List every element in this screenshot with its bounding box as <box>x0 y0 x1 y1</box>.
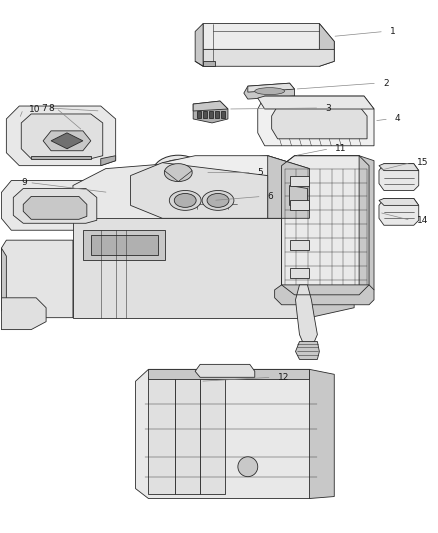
Polygon shape <box>43 131 91 151</box>
Text: 6: 6 <box>268 192 273 201</box>
Polygon shape <box>258 96 374 146</box>
Text: 1: 1 <box>390 27 396 36</box>
Polygon shape <box>290 240 309 250</box>
Polygon shape <box>282 156 369 295</box>
Text: 10: 10 <box>29 104 41 114</box>
Polygon shape <box>193 101 228 111</box>
Polygon shape <box>73 219 309 318</box>
Polygon shape <box>379 164 419 190</box>
Text: 12: 12 <box>278 373 289 382</box>
Ellipse shape <box>159 160 198 185</box>
Polygon shape <box>309 168 354 318</box>
Ellipse shape <box>152 155 204 190</box>
Polygon shape <box>272 106 367 139</box>
Polygon shape <box>148 369 309 379</box>
Polygon shape <box>135 369 319 498</box>
Polygon shape <box>1 298 46 329</box>
Text: 7: 7 <box>41 103 47 112</box>
Polygon shape <box>248 83 294 92</box>
Text: 5: 5 <box>258 168 264 177</box>
Polygon shape <box>296 342 319 359</box>
Polygon shape <box>203 23 334 50</box>
Polygon shape <box>379 198 419 225</box>
Text: 9: 9 <box>21 178 27 187</box>
Polygon shape <box>379 198 419 205</box>
Text: 15: 15 <box>417 158 428 167</box>
Polygon shape <box>203 50 334 66</box>
Polygon shape <box>175 377 200 494</box>
Polygon shape <box>214 200 242 220</box>
Ellipse shape <box>255 87 285 94</box>
Polygon shape <box>209 111 213 118</box>
Polygon shape <box>23 197 87 219</box>
Polygon shape <box>131 163 268 219</box>
Polygon shape <box>195 365 255 377</box>
Polygon shape <box>73 156 309 230</box>
Text: 14: 14 <box>417 216 428 225</box>
Ellipse shape <box>170 190 201 211</box>
Polygon shape <box>275 285 374 305</box>
Polygon shape <box>13 189 97 223</box>
Polygon shape <box>221 111 225 118</box>
Polygon shape <box>379 164 419 171</box>
Polygon shape <box>319 23 334 66</box>
Polygon shape <box>268 156 309 219</box>
Ellipse shape <box>183 191 211 209</box>
Circle shape <box>238 457 258 477</box>
Polygon shape <box>203 111 207 118</box>
Text: 4: 4 <box>395 115 400 124</box>
Polygon shape <box>193 101 228 123</box>
Polygon shape <box>203 61 215 66</box>
Ellipse shape <box>188 195 206 206</box>
Polygon shape <box>1 240 73 318</box>
Text: 3: 3 <box>325 103 331 112</box>
Polygon shape <box>162 156 309 175</box>
Polygon shape <box>1 248 7 318</box>
Ellipse shape <box>164 164 192 182</box>
Ellipse shape <box>214 191 242 209</box>
Polygon shape <box>197 111 201 118</box>
Polygon shape <box>148 377 175 494</box>
Polygon shape <box>195 23 203 66</box>
Text: 8: 8 <box>48 103 54 112</box>
Polygon shape <box>1 181 109 230</box>
Polygon shape <box>83 230 165 260</box>
Polygon shape <box>21 114 103 159</box>
Polygon shape <box>31 156 91 159</box>
Polygon shape <box>200 377 225 494</box>
Polygon shape <box>290 200 309 211</box>
Polygon shape <box>51 133 83 149</box>
Polygon shape <box>91 235 159 255</box>
Text: 2: 2 <box>383 79 389 87</box>
Polygon shape <box>215 111 219 118</box>
Polygon shape <box>296 285 318 344</box>
Polygon shape <box>290 268 309 278</box>
Ellipse shape <box>207 193 229 207</box>
Polygon shape <box>101 156 116 166</box>
Text: 11: 11 <box>335 144 347 154</box>
Polygon shape <box>290 175 309 185</box>
Ellipse shape <box>202 190 234 211</box>
Ellipse shape <box>174 193 196 207</box>
Polygon shape <box>183 200 211 220</box>
Polygon shape <box>7 106 116 166</box>
Ellipse shape <box>219 195 237 206</box>
Polygon shape <box>244 83 294 99</box>
Polygon shape <box>290 185 307 208</box>
Polygon shape <box>309 369 334 498</box>
Polygon shape <box>359 156 374 295</box>
Polygon shape <box>258 96 374 109</box>
